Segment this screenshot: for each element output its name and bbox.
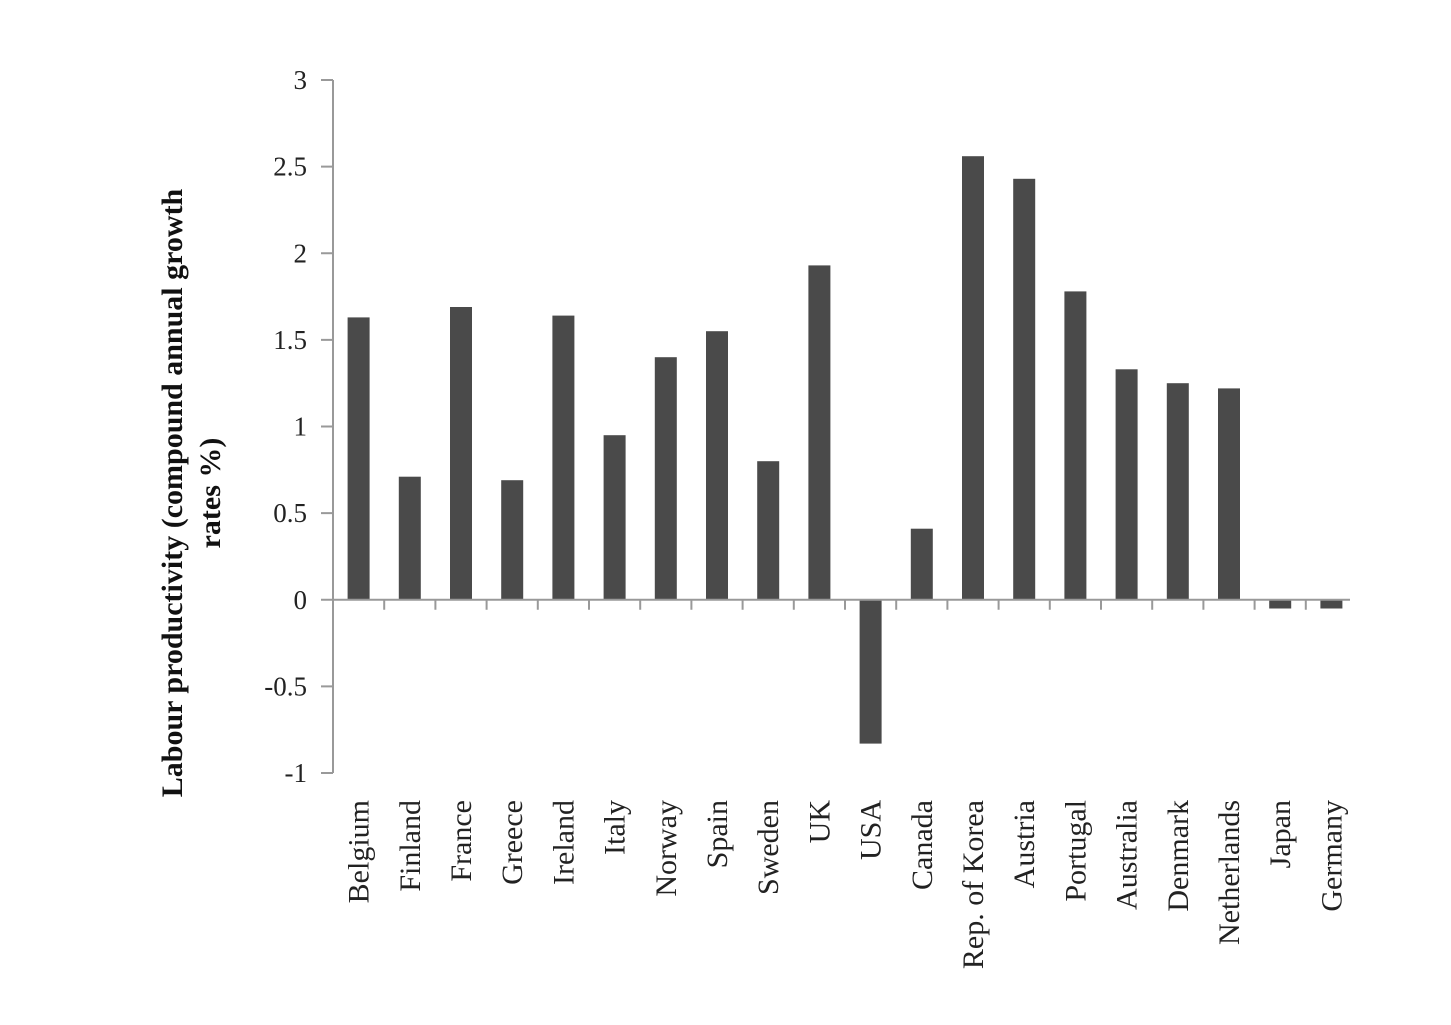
- y-axis-title-line-1: Labour productivity (compound annual gro…: [156, 188, 189, 797]
- category-label: Australia: [1111, 800, 1144, 910]
- bar-austria: [1013, 178, 1036, 600]
- bar-usa: [859, 599, 882, 744]
- bar-france: [450, 307, 472, 600]
- bar-portugal: [1064, 291, 1087, 600]
- y-tick-label: 2.5: [273, 152, 307, 182]
- category-label: Austria: [1008, 800, 1041, 888]
- category-label: Portugal: [1059, 800, 1092, 902]
- bar-belgium: [347, 317, 370, 600]
- category-label: Netherlands: [1213, 800, 1246, 945]
- y-axis-title-line-2: rates %): [194, 438, 227, 549]
- y-tick-label: 1: [294, 412, 308, 442]
- bars-group: [347, 156, 1343, 744]
- category-label: Japan: [1264, 800, 1297, 868]
- bar-spain: [706, 331, 728, 600]
- y-tick-label: -0.5: [264, 671, 307, 701]
- y-tick-label: -1: [285, 758, 308, 788]
- bar-japan: [1269, 599, 1292, 609]
- y-tick-label: 0: [294, 585, 308, 615]
- bar-netherlands: [1218, 388, 1240, 600]
- category-label: USA: [855, 800, 888, 860]
- category-labels: Belgium Finland France Greece Ireland Italy No…: [343, 800, 1349, 969]
- bar-uk: [808, 265, 831, 600]
- y-axis: 3 2.5 2 1.5 1 0.5 0 -0.5 -1: [264, 65, 334, 788]
- category-label: Belgium: [343, 800, 376, 903]
- category-label: Finland: [394, 800, 427, 892]
- bar-greece: [501, 480, 524, 600]
- category-label: Canada: [906, 800, 939, 890]
- y-axis-title: Labour productivity (compound annual gro…: [156, 188, 227, 797]
- category-label: Greece: [496, 800, 529, 885]
- y-tick-label: 3: [294, 65, 308, 95]
- y-tick-label: 2: [294, 238, 308, 268]
- category-label: Rep. of Korea: [957, 800, 990, 969]
- category-label: Ireland: [547, 800, 580, 885]
- category-label: Sweden: [752, 800, 785, 895]
- bar-finland: [398, 476, 421, 600]
- category-label: Germany: [1315, 800, 1348, 912]
- bar-rep-of-korea: [962, 156, 984, 600]
- bar-sweden: [757, 461, 780, 600]
- category-label: Spain: [701, 800, 734, 868]
- bar-australia: [1115, 369, 1138, 600]
- category-label: Norway: [650, 800, 683, 897]
- category-label: France: [445, 800, 478, 882]
- x-axis: [333, 598, 1350, 610]
- bar-germany: [1320, 599, 1343, 609]
- bar-norway: [654, 357, 677, 600]
- bar-canada: [910, 528, 933, 600]
- bar-denmark: [1166, 383, 1189, 600]
- y-tick-label: 0.5: [273, 498, 307, 528]
- y-tick-label: 1.5: [273, 325, 307, 355]
- bar-italy: [603, 435, 626, 600]
- bar-ireland: [552, 315, 575, 600]
- category-label: UK: [803, 800, 836, 844]
- category-label: Denmark: [1162, 800, 1195, 912]
- category-label: Italy: [599, 800, 632, 855]
